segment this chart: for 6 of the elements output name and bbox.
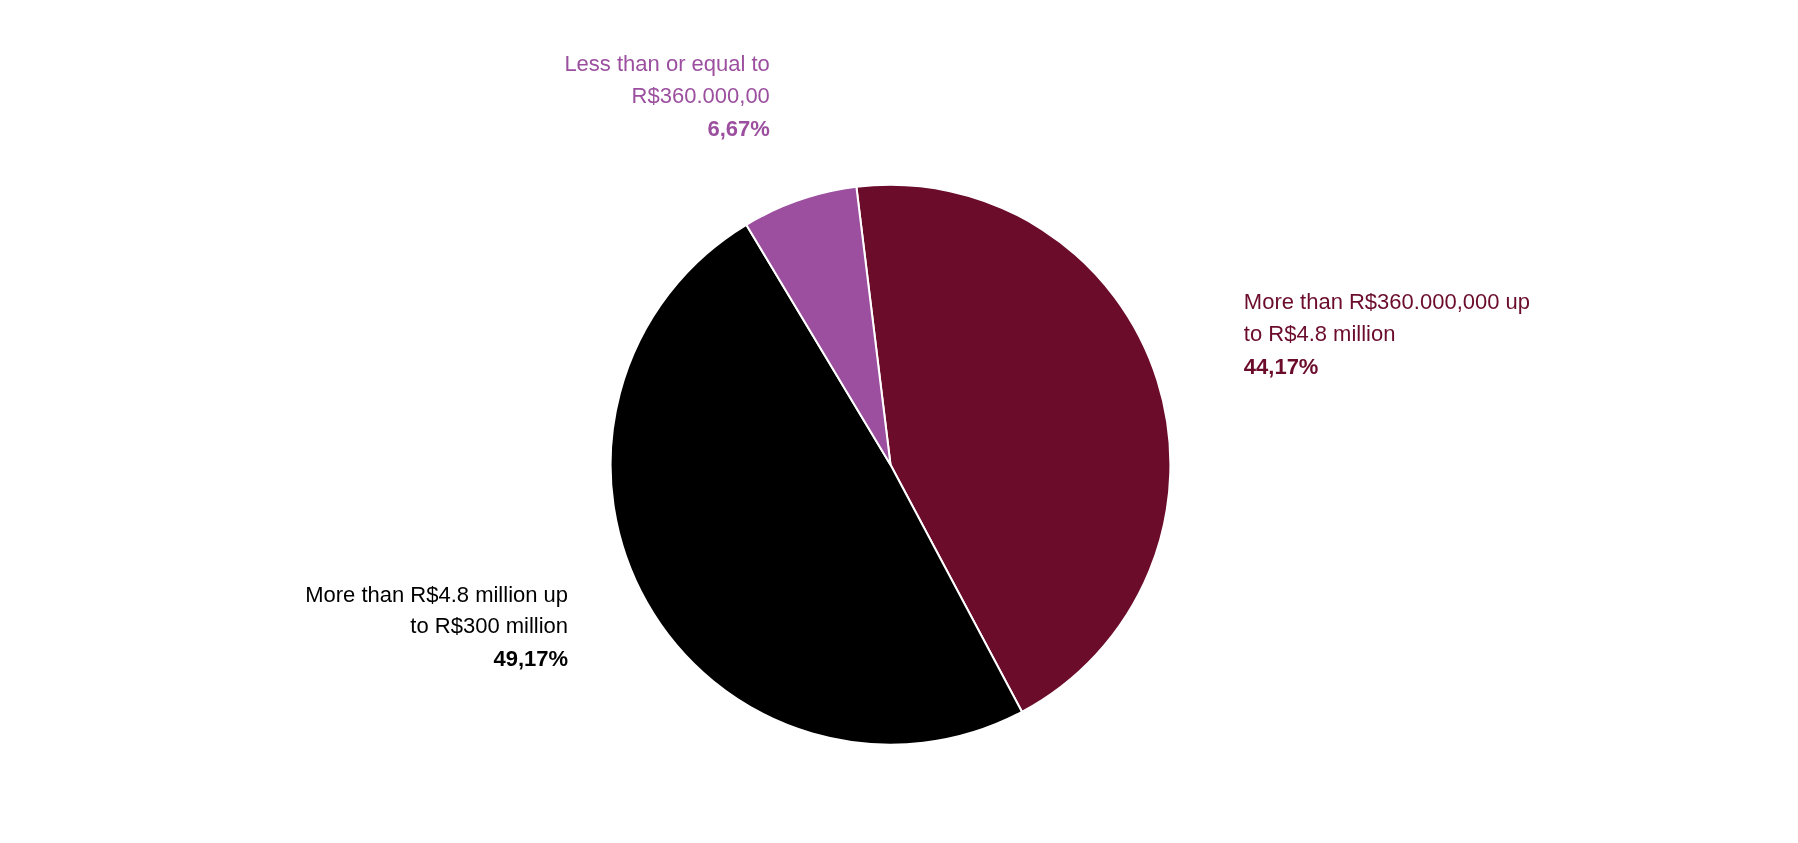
slice-label: More than R$360.000,000 up to R$4.8 million: [1243, 289, 1531, 346]
data-label: 44,17%: [1243, 353, 1319, 379]
data-label: 6,67%: [707, 115, 770, 141]
data-label: 49,17%: [493, 646, 569, 672]
slice-label: More than R$4.8 million up to R$300 million: [305, 581, 569, 639]
slice-label: Less than or equal to R$360.000,00: [564, 51, 770, 108]
